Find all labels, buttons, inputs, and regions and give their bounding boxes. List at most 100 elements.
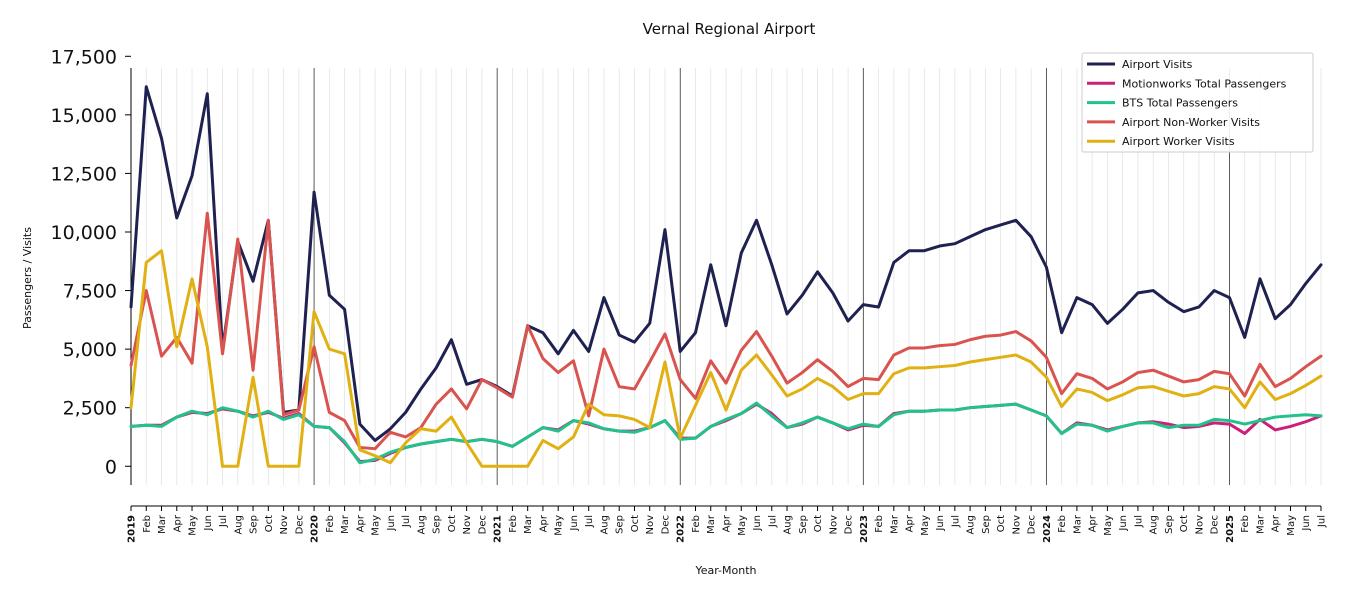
x-tick-label: Mar <box>1255 514 1266 534</box>
series-line-airport-worker-visits <box>129 249 1323 468</box>
x-tick-label: Jul <box>401 515 412 528</box>
x-tick-label: Aug <box>966 515 977 535</box>
x-tick-label: Mar <box>1072 514 1083 534</box>
x-tick-label: May <box>554 515 565 536</box>
x-tick-label: Feb <box>1240 515 1251 533</box>
x-tick-label: Aug <box>1149 515 1160 535</box>
x-tick-label: Apr <box>355 514 366 532</box>
legend-label: Airport Non-Worker Visits <box>1122 116 1260 129</box>
x-tick-label: Sep <box>798 515 809 534</box>
x-tick-label: Sep <box>981 515 992 534</box>
x-tick-label: Dec <box>294 515 305 534</box>
x-tick-label: Nov <box>279 515 290 535</box>
x-tick-label: Sep <box>249 515 260 534</box>
x-tick-label: Oct <box>630 515 641 532</box>
y-tick-label: 17,500 <box>51 46 117 68</box>
x-tick-label: May <box>1103 515 1114 536</box>
y-tick-label: 5,000 <box>63 339 117 361</box>
x-tick-label: Feb <box>691 515 702 533</box>
series-line-airport-non-worker-visits <box>129 211 1323 451</box>
x-tick-label: Aug <box>783 515 794 535</box>
x-tick-label: Feb <box>508 515 519 533</box>
x-tick-label: Nov <box>462 515 473 535</box>
x-tick-label: Jun <box>1118 515 1129 532</box>
x-tick-label: Dec <box>844 515 855 534</box>
x-tick-label: Jul <box>767 515 778 528</box>
x-tick-label: Oct <box>1179 515 1190 532</box>
x-tick-label: May <box>737 515 748 536</box>
x-tick-label: Aug <box>599 515 610 535</box>
series-line-bts-total-passengers <box>129 401 1323 465</box>
x-tick-label: Mar <box>706 514 717 534</box>
x-tick-label: Feb <box>325 515 336 533</box>
x-tick-label: Jun <box>203 515 214 532</box>
y-axis-label: Passengers / Visits <box>21 227 34 329</box>
x-tick-label: 2025 <box>1225 515 1236 543</box>
x-tick-label: Jul <box>584 515 595 528</box>
x-axis-label: Year-Month <box>694 564 756 577</box>
y-tick-label: 7,500 <box>63 281 117 303</box>
x-tick-label: Jun <box>569 515 580 532</box>
x-tick-label: Dec <box>660 515 671 534</box>
x-tick-label: Apr <box>1088 514 1099 532</box>
legend-label: Motionworks Total Passengers <box>1122 77 1287 90</box>
x-tick-label: Sep <box>1164 515 1175 534</box>
x-tick-label: Mar <box>523 514 534 534</box>
x-tick-label: Apr <box>172 514 183 532</box>
x-tick-label: Jul <box>218 515 229 528</box>
x-tick-label: Oct <box>996 515 1007 532</box>
x-tick-label: 2021 <box>493 515 504 543</box>
x-tick-label: Mar <box>157 514 168 534</box>
x-tick-label: Jun <box>752 515 763 532</box>
x-tick-label: Dec <box>477 515 488 534</box>
legend: Airport Visits Motionworks Total Passenge… <box>1081 52 1314 153</box>
x-tick-label: Jul <box>1317 515 1328 528</box>
series-lines <box>129 85 1323 468</box>
x-tick-label: Aug <box>416 515 427 535</box>
x-tick-label: Apr <box>722 514 733 532</box>
x-tick-label: May <box>188 515 199 536</box>
axes: 0 2,500 5,000 7,500 10,000 12,500 15,000 17,500… <box>51 46 1328 543</box>
y-tick-label: 15,000 <box>51 105 117 127</box>
x-tick-label: Sep <box>432 515 443 534</box>
legend-label: Airport Worker Visits <box>1122 135 1235 148</box>
x-tick-label: Jul <box>950 515 961 528</box>
x-tick-label: 2020 <box>310 515 321 543</box>
y-tick-label: 12,500 <box>51 163 117 185</box>
x-tick-label: Dec <box>1210 515 1221 534</box>
x-tick-label: Apr <box>1271 514 1282 532</box>
x-tick-label: May <box>1286 515 1297 536</box>
x-tick-label: Feb <box>1057 515 1068 533</box>
x-tick-label: Jul <box>1133 515 1144 528</box>
x-tick-label: Nov <box>1011 515 1022 535</box>
y-tick-label: 2,500 <box>63 398 117 420</box>
x-tick-label: Jun <box>1301 515 1312 532</box>
x-tick-label: Oct <box>813 515 824 532</box>
x-tick-label: 2023 <box>859 515 870 543</box>
y-tick-label: 0 <box>105 456 117 478</box>
x-tick-label: Nov <box>828 515 839 535</box>
x-tick-label: 2019 <box>127 515 138 543</box>
legend-box <box>1081 52 1314 153</box>
x-tick-label: Dec <box>1027 515 1038 534</box>
x-tick-label: Apr <box>538 514 549 532</box>
x-tick-label: Oct <box>264 515 275 532</box>
x-tick-label: 2024 <box>1042 515 1053 543</box>
x-tick-label: Jun <box>386 515 397 532</box>
x-tick-label: Aug <box>233 515 244 535</box>
legend-label: Airport Visits <box>1122 58 1193 71</box>
series-line-airport-visits <box>129 85 1323 442</box>
x-tick-label: Jun <box>935 515 946 532</box>
legend-label: BTS Total Passengers <box>1122 97 1238 110</box>
x-tick-label: Sep <box>615 515 626 534</box>
x-tick-label: Oct <box>447 515 458 532</box>
x-tick-label: 2022 <box>676 515 687 543</box>
x-tick-label: Mar <box>889 514 900 534</box>
y-tick-label: 10,000 <box>51 222 117 244</box>
x-tick-label: Nov <box>1194 515 1205 535</box>
grid-lines <box>130 68 1322 485</box>
x-tick-label: May <box>371 515 382 536</box>
x-tick-label: Feb <box>874 515 885 533</box>
x-tick-label: Apr <box>905 514 916 532</box>
